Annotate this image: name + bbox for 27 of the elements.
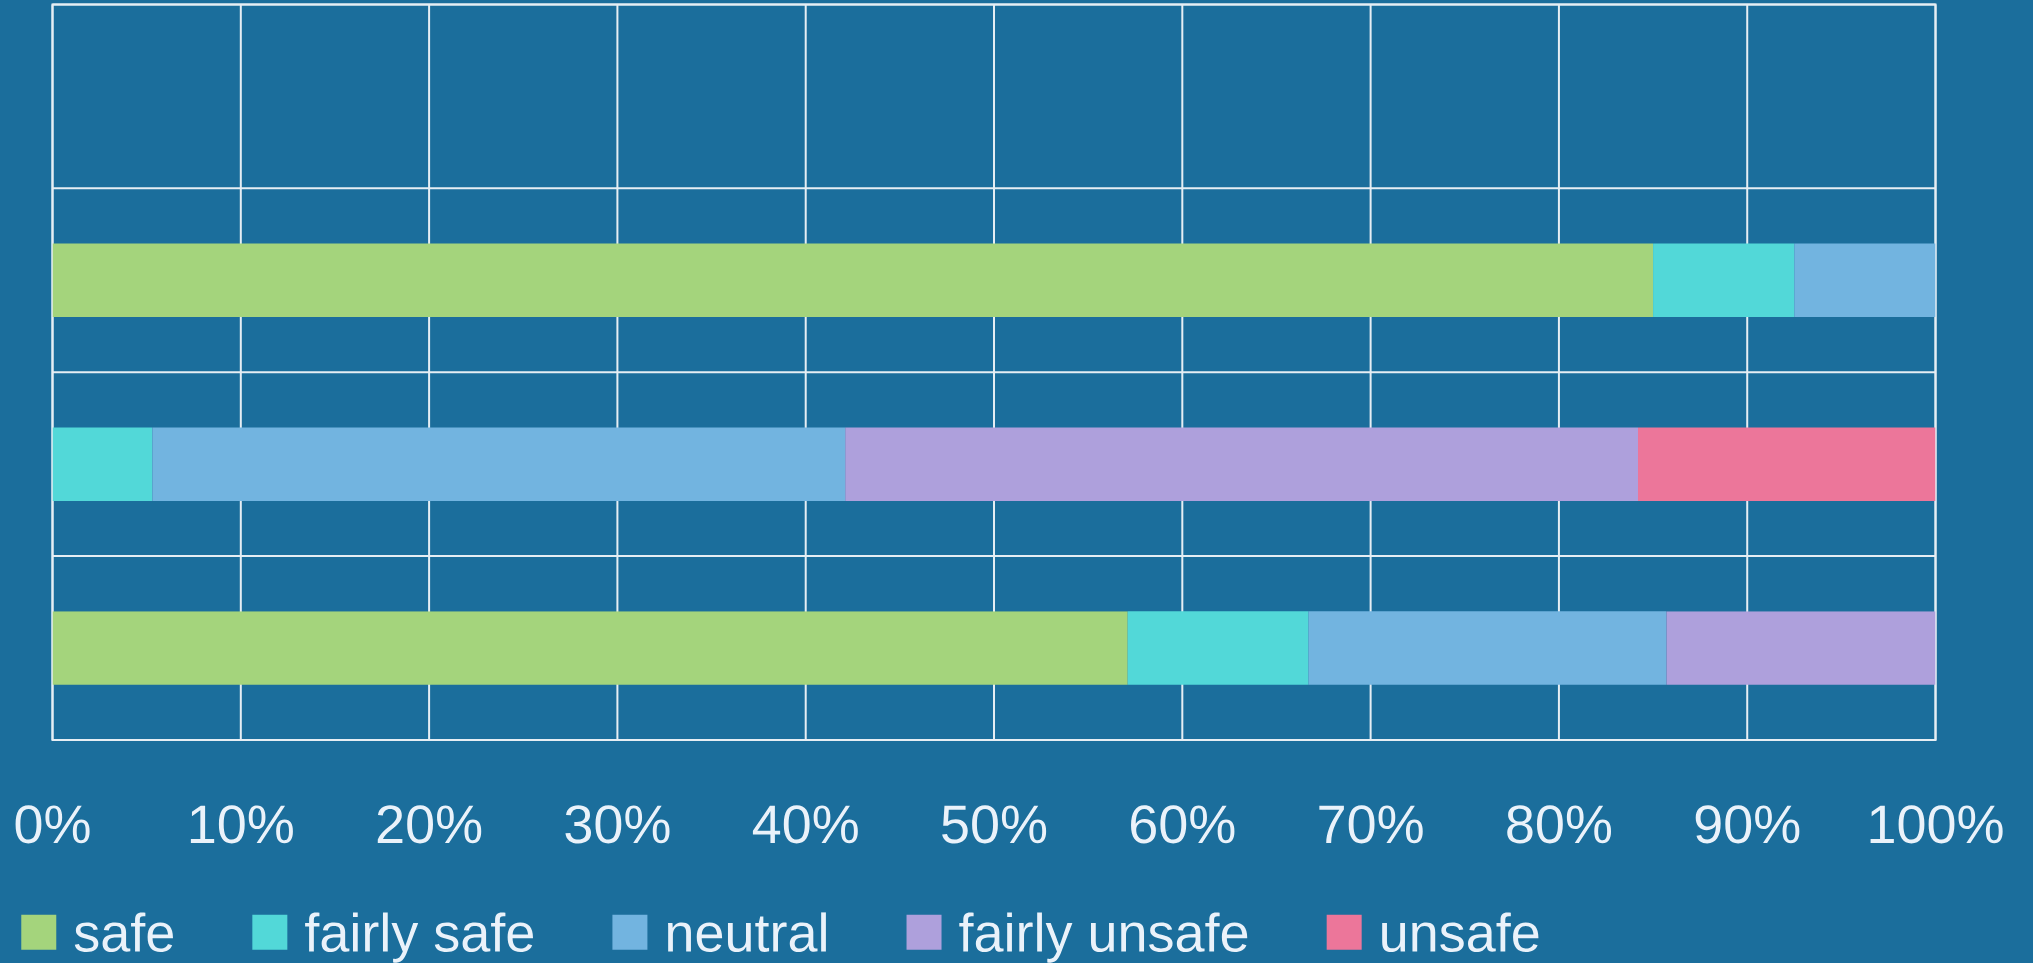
x-tick-label: 0% — [15, 805, 90, 844]
x-tick-label: 40% — [752, 805, 858, 844]
bar — [845, 427, 1639, 501]
x-tick-label: 70% — [1319, 805, 1423, 844]
bar — [52, 243, 1654, 318]
legend-label: unsafe — [1382, 912, 1539, 953]
bar — [1127, 611, 1309, 685]
x-tick-label: 20% — [377, 805, 482, 844]
x-tick-label: 90% — [1695, 805, 1800, 844]
bar — [52, 427, 153, 501]
legend-label: neutral — [668, 912, 826, 953]
bar — [1794, 243, 1936, 318]
bar — [1653, 243, 1795, 318]
x-tick-label: 80% — [1507, 805, 1612, 844]
x-tick-label: 50% — [942, 805, 1047, 844]
legend-label: fairly safe — [305, 912, 533, 963]
x-tick-label: 10% — [190, 805, 293, 844]
bar — [152, 427, 846, 501]
bar — [52, 611, 1128, 685]
legend-label: safe — [74, 912, 173, 953]
legend-label: fairly unsafe — [959, 912, 1248, 963]
bar — [1638, 427, 1936, 501]
x-tick-label: 30% — [565, 805, 670, 844]
x-tick-label: 100% — [1870, 805, 2003, 844]
x-tick-label: 60% — [1131, 805, 1235, 844]
bar — [1666, 611, 1936, 685]
bar — [1308, 611, 1667, 685]
